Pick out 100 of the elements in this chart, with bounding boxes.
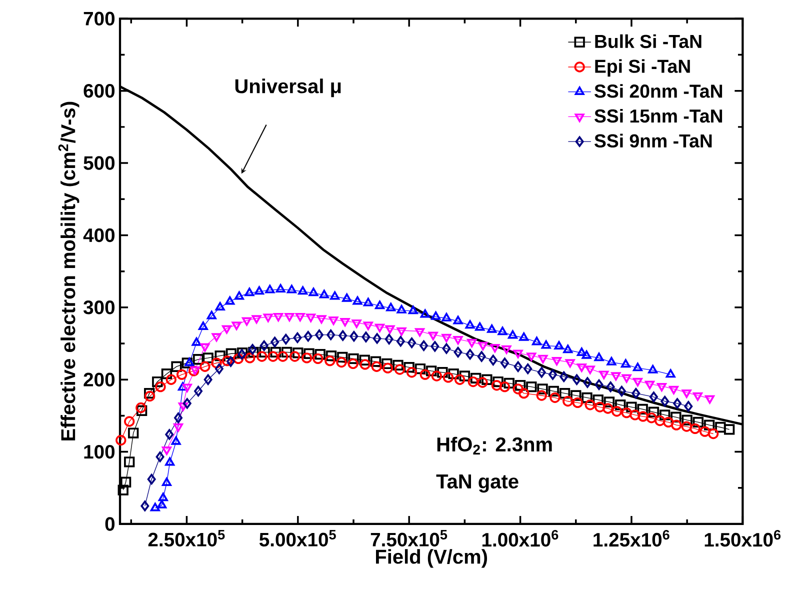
point [548, 369, 557, 380]
point [500, 358, 509, 368]
point [524, 363, 532, 374]
point [212, 333, 222, 342]
point [620, 359, 630, 368]
point [681, 421, 692, 432]
point [270, 336, 280, 348]
point [184, 358, 194, 366]
point [158, 492, 168, 502]
point [277, 351, 288, 362]
point [512, 384, 524, 394]
point [192, 337, 202, 346]
point [487, 324, 497, 333]
point [649, 392, 658, 402]
point [426, 366, 437, 376]
point [538, 354, 548, 364]
point [576, 363, 586, 372]
y-tick-label: 700 [84, 12, 115, 26]
point [700, 426, 710, 437]
point [437, 367, 448, 378]
point [554, 341, 564, 350]
annotation: Universal μ [235, 78, 341, 98]
point [648, 364, 658, 374]
annotation: HfO$_{2}$: 2.3nm [437, 436, 552, 454]
point [504, 378, 515, 389]
point [336, 356, 347, 368]
point [192, 354, 204, 365]
point [176, 369, 188, 380]
point [475, 322, 485, 331]
point [536, 390, 547, 401]
point [396, 304, 406, 314]
point [359, 354, 370, 366]
point [232, 353, 244, 364]
point [594, 402, 606, 412]
point [340, 318, 350, 326]
point [668, 386, 678, 394]
point [594, 379, 604, 390]
point [454, 346, 462, 358]
legend-label: SSi 9nm -TaN [594, 134, 712, 148]
point [147, 474, 156, 485]
point [508, 330, 518, 339]
y-axis-title: Effective electron mobility (cm$^{2}$/V-s) [58, 102, 80, 440]
point [226, 356, 235, 367]
point [384, 334, 394, 345]
point [301, 352, 312, 364]
point [656, 382, 666, 392]
point [206, 310, 216, 320]
point [606, 356, 616, 366]
point [202, 352, 214, 364]
point [140, 500, 150, 512]
point [582, 350, 592, 359]
y-tick-label: 100 [84, 444, 115, 459]
point [692, 416, 704, 428]
point [396, 336, 405, 347]
point [254, 286, 264, 295]
point [274, 312, 284, 322]
point [375, 324, 384, 332]
x-tick-label: 1.50x10$^{6}$ [704, 530, 781, 547]
point [584, 400, 596, 410]
point [682, 389, 692, 398]
point [252, 315, 262, 324]
point [372, 333, 382, 344]
point [182, 358, 192, 368]
point [478, 342, 488, 350]
point [165, 429, 174, 440]
point [615, 400, 626, 410]
point [622, 374, 632, 383]
point [324, 356, 336, 366]
point [244, 288, 254, 296]
point [174, 412, 183, 424]
point [118, 484, 128, 496]
point [156, 452, 164, 462]
point [200, 361, 210, 372]
legend-label: SSi 15nm -TaN [594, 108, 722, 123]
point [724, 424, 735, 435]
point [293, 332, 302, 344]
point [263, 314, 273, 322]
point [182, 384, 192, 392]
point [626, 402, 637, 412]
point [136, 402, 146, 414]
point [430, 341, 440, 352]
point [611, 372, 621, 381]
point [171, 436, 181, 445]
point [385, 325, 395, 334]
point [570, 390, 582, 401]
point [576, 348, 586, 356]
point [537, 384, 548, 394]
point [704, 420, 715, 430]
point [360, 359, 370, 370]
point [541, 340, 551, 349]
point [499, 381, 510, 392]
point [214, 350, 226, 362]
point [565, 359, 575, 368]
point [281, 346, 292, 358]
point [136, 405, 148, 416]
point [666, 369, 676, 378]
point [276, 284, 286, 293]
point [259, 346, 270, 358]
point [638, 411, 648, 422]
point [150, 502, 160, 512]
